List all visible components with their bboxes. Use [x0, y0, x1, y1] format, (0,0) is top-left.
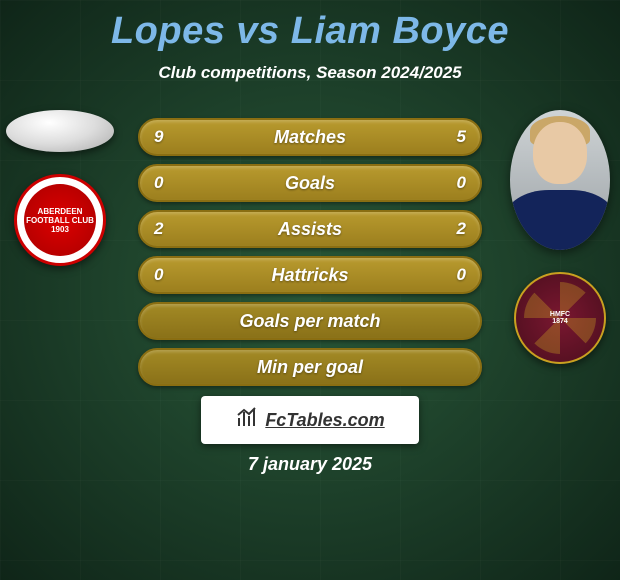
stat-bar-matches: 9 Matches 5: [138, 118, 482, 156]
brand-text: FcTables.com: [265, 410, 384, 431]
stat-label: Hattricks: [271, 265, 348, 286]
club-badge-left: ABERDEEN FOOTBALL CLUB 1903: [14, 174, 106, 266]
stat-label: Goals: [285, 173, 335, 194]
club-badge-right: HMFC 1874: [514, 272, 606, 364]
stat-right-value: 5: [457, 127, 466, 147]
stat-left-value: 9: [154, 127, 163, 147]
stat-right-value: 2: [457, 219, 466, 239]
stat-left-value: 0: [154, 173, 163, 193]
stat-bar-goals-per-match: Goals per match: [138, 302, 482, 340]
left-column: ABERDEEN FOOTBALL CLUB 1903: [0, 110, 120, 266]
player-head: [533, 122, 587, 184]
brand-link[interactable]: FcTables.com: [201, 396, 419, 444]
stat-label: Assists: [278, 219, 342, 240]
right-column: HMFC 1874: [500, 110, 620, 364]
stat-left-value: 2: [154, 219, 163, 239]
stat-right-value: 0: [457, 173, 466, 193]
stat-label: Goals per match: [239, 311, 380, 332]
stat-bar-hattricks: 0 Hattricks 0: [138, 256, 482, 294]
stat-bar-assists: 2 Assists 2: [138, 210, 482, 248]
subtitle: Club competitions, Season 2024/2025: [0, 63, 620, 83]
player-placeholder-left: [6, 110, 114, 152]
bar-chart-icon: [235, 406, 259, 435]
stat-bar-min-per-goal: Min per goal: [138, 348, 482, 386]
club-badge-left-year: 1903: [51, 225, 69, 234]
player-photo-right: [510, 110, 610, 250]
stat-label: Matches: [274, 127, 346, 148]
club-badge-left-inner: ABERDEEN FOOTBALL CLUB 1903: [24, 184, 96, 256]
club-badge-left-text: ABERDEEN FOOTBALL CLUB: [24, 207, 96, 225]
player-body: [510, 190, 610, 250]
stat-bar-goals: 0 Goals 0: [138, 164, 482, 202]
date-label: 7 january 2025: [0, 454, 620, 475]
club-badge-right-text: HMFC 1874: [544, 311, 576, 325]
stats-bars: 9 Matches 5 0 Goals 0 2 Assists 2 0 Hatt…: [138, 118, 482, 386]
stat-right-value: 0: [457, 265, 466, 285]
stat-left-value: 0: [154, 265, 163, 285]
stat-label: Min per goal: [257, 357, 363, 378]
page-title: Lopes vs Liam Boyce: [0, 0, 620, 53]
